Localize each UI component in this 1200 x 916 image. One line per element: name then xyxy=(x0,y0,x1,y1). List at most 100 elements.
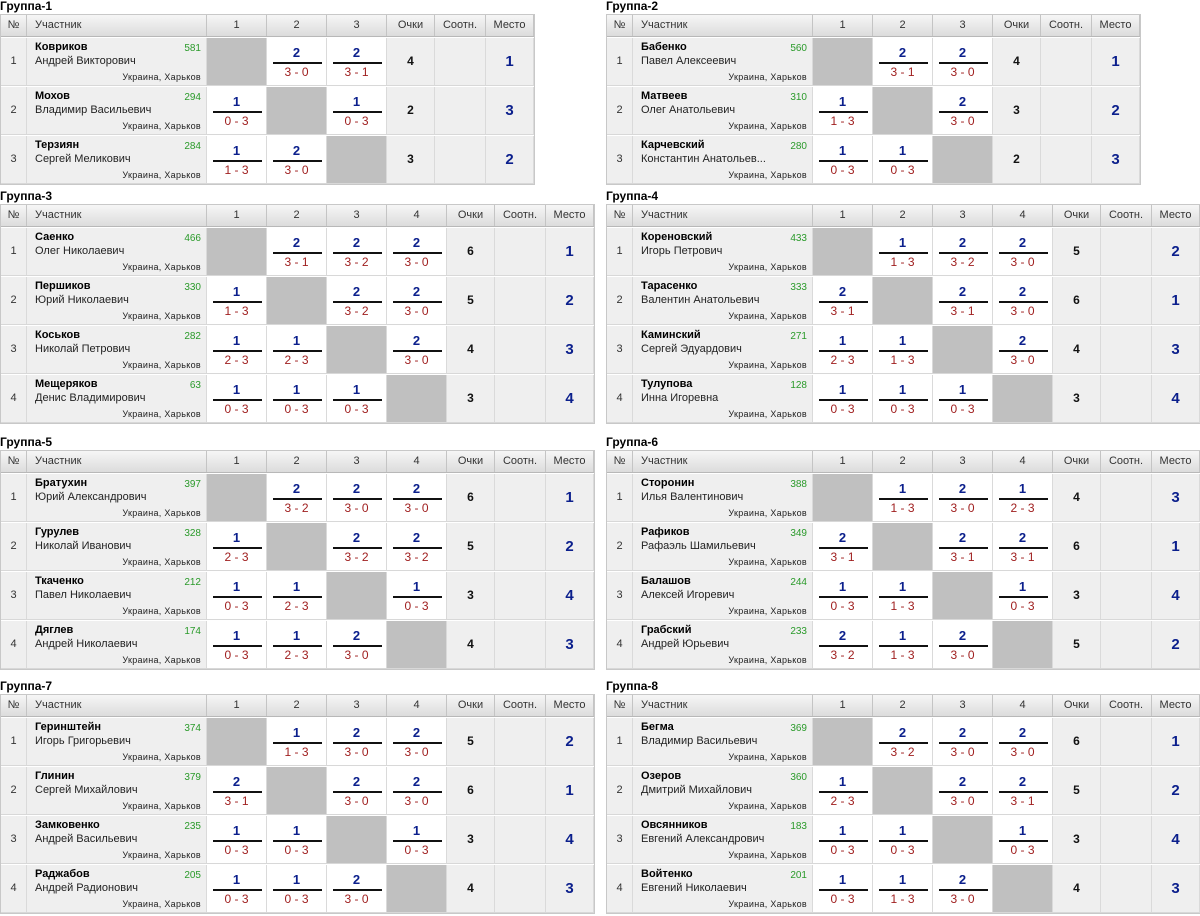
match-result[interactable]: 1 2 - 3 xyxy=(267,326,327,373)
participant-cell[interactable]: Гурулев Николай Иванович 328 Украина, Харьк… xyxy=(27,523,207,570)
match-result[interactable]: 2 3 - 0 xyxy=(387,228,447,275)
match-result[interactable]: 2 3 - 2 xyxy=(327,228,387,275)
match-result[interactable]: 2 3 - 1 xyxy=(267,228,327,275)
participant-cell[interactable]: Сторонин Илья Валентинович 388 Украина, Хар… xyxy=(633,474,813,521)
player-last-name[interactable]: Дяглев xyxy=(35,624,74,636)
match-result[interactable]: 1 0 - 3 xyxy=(813,572,873,619)
match-result[interactable]: 2 3 - 1 xyxy=(327,38,387,85)
match-result[interactable]: 1 2 - 3 xyxy=(993,474,1053,521)
participant-cell[interactable]: Войтенко Евгений Николаевич 201 Украина, Ха… xyxy=(633,865,813,912)
match-result[interactable]: 2 3 - 0 xyxy=(933,865,993,912)
match-result[interactable]: 1 2 - 3 xyxy=(267,572,327,619)
match-result[interactable]: 2 3 - 0 xyxy=(327,474,387,521)
player-last-name[interactable]: Геринштейн xyxy=(35,721,101,733)
player-last-name[interactable]: Терзиян xyxy=(35,139,80,151)
player-last-name[interactable]: Овсянников xyxy=(641,819,708,831)
participant-cell[interactable]: Замковенко Андрей Васильевич 235 Украина, Х… xyxy=(27,816,207,863)
player-last-name[interactable]: Сторонин xyxy=(641,477,695,489)
match-result[interactable]: 2 3 - 1 xyxy=(933,277,993,324)
participant-cell[interactable]: Бабенко Павел Алексеевич 560 Украина, Харьк… xyxy=(633,38,813,85)
match-result[interactable]: 2 3 - 2 xyxy=(813,621,873,668)
player-last-name[interactable]: Каминский xyxy=(641,329,701,341)
participant-cell[interactable]: Саенко Олег Николаевич 466 Украина, Харьков xyxy=(27,228,207,275)
match-result[interactable]: 2 3 - 0 xyxy=(933,767,993,814)
match-result[interactable]: 1 0 - 3 xyxy=(813,865,873,912)
match-result[interactable]: 1 0 - 3 xyxy=(207,865,267,912)
participant-cell[interactable]: Матвеев Олег Анатольевич 310 Украина, Харьк… xyxy=(633,87,813,134)
player-last-name[interactable]: Кореновский xyxy=(641,231,713,243)
match-result[interactable]: 2 3 - 1 xyxy=(993,523,1053,570)
player-last-name[interactable]: Грабский xyxy=(641,624,692,636)
participant-cell[interactable]: Ткаченко Павел Николаевич 212 Украина, Харь… xyxy=(27,572,207,619)
player-last-name[interactable]: Першиков xyxy=(35,280,91,292)
player-last-name[interactable]: Ткаченко xyxy=(35,575,84,587)
player-last-name[interactable]: Тулупова xyxy=(641,378,693,390)
match-result[interactable]: 2 3 - 0 xyxy=(993,228,1053,275)
match-result[interactable]: 1 0 - 3 xyxy=(873,136,933,183)
match-result[interactable]: 2 3 - 0 xyxy=(327,621,387,668)
match-result[interactable]: 2 3 - 0 xyxy=(933,38,993,85)
participant-cell[interactable]: Бегма Владимир Васильевич 369 Украина, Харь… xyxy=(633,718,813,765)
match-result[interactable]: 2 3 - 0 xyxy=(387,767,447,814)
player-last-name[interactable]: Бегма xyxy=(641,721,674,733)
match-result[interactable]: 2 3 - 0 xyxy=(387,277,447,324)
match-result[interactable]: 1 1 - 3 xyxy=(873,865,933,912)
player-last-name[interactable]: Балашов xyxy=(641,575,691,587)
match-result[interactable]: 2 3 - 1 xyxy=(933,523,993,570)
match-result[interactable]: 1 1 - 3 xyxy=(873,326,933,373)
match-result[interactable]: 2 3 - 0 xyxy=(933,474,993,521)
match-result[interactable]: 1 0 - 3 xyxy=(207,816,267,863)
match-result[interactable]: 1 1 - 3 xyxy=(207,136,267,183)
match-result[interactable]: 1 2 - 3 xyxy=(207,326,267,373)
match-result[interactable]: 1 0 - 3 xyxy=(327,375,387,422)
match-result[interactable]: 2 3 - 2 xyxy=(873,718,933,765)
participant-cell[interactable]: Рафиков Рафаэль Шамильевич 349 Украина, Хар… xyxy=(633,523,813,570)
match-result[interactable]: 1 0 - 3 xyxy=(873,375,933,422)
participant-cell[interactable]: Тулупова Инна Игоревна 128 Украина, Харьков xyxy=(633,375,813,422)
match-result[interactable]: 1 0 - 3 xyxy=(267,816,327,863)
participant-cell[interactable]: Першиков Юрий Николаевич 330 Украина, Харьк… xyxy=(27,277,207,324)
player-last-name[interactable]: Коськов xyxy=(35,329,81,341)
match-result[interactable]: 2 3 - 0 xyxy=(387,474,447,521)
match-result[interactable]: 1 0 - 3 xyxy=(813,375,873,422)
participant-cell[interactable]: Озеров Дмитрий Михайлович 360 Украина, Харь… xyxy=(633,767,813,814)
player-last-name[interactable]: Мохов xyxy=(35,90,70,102)
match-result[interactable]: 2 3 - 2 xyxy=(387,523,447,570)
participant-cell[interactable]: Балашов Алексей Игоревич 244 Украина, Харьк… xyxy=(633,572,813,619)
match-result[interactable]: 2 3 - 0 xyxy=(993,326,1053,373)
participant-cell[interactable]: Дяглев Андрей Николаевич 174 Украина, Харьк… xyxy=(27,621,207,668)
match-result[interactable]: 1 2 - 3 xyxy=(813,326,873,373)
match-result[interactable]: 1 0 - 3 xyxy=(387,572,447,619)
player-last-name[interactable]: Ковриков xyxy=(35,41,88,53)
match-result[interactable]: 1 0 - 3 xyxy=(207,375,267,422)
match-result[interactable]: 2 3 - 1 xyxy=(207,767,267,814)
match-result[interactable]: 1 0 - 3 xyxy=(207,621,267,668)
participant-cell[interactable]: Глинин Сергей Михайлович 379 Украина, Харьк… xyxy=(27,767,207,814)
match-result[interactable]: 1 0 - 3 xyxy=(993,572,1053,619)
participant-cell[interactable]: Коськов Николай Петрович 282 Украина, Харьк… xyxy=(27,326,207,373)
player-last-name[interactable]: Рафиков xyxy=(641,526,690,538)
match-result[interactable]: 1 0 - 3 xyxy=(207,572,267,619)
match-result[interactable]: 1 0 - 3 xyxy=(327,87,387,134)
match-result[interactable]: 2 3 - 2 xyxy=(327,523,387,570)
match-result[interactable]: 2 3 - 2 xyxy=(267,474,327,521)
match-result[interactable]: 1 0 - 3 xyxy=(933,375,993,422)
match-result[interactable]: 2 3 - 1 xyxy=(813,523,873,570)
match-result[interactable]: 2 3 - 0 xyxy=(327,865,387,912)
match-result[interactable]: 2 3 - 1 xyxy=(873,38,933,85)
match-result[interactable]: 1 1 - 3 xyxy=(873,474,933,521)
player-last-name[interactable]: Войтенко xyxy=(641,868,693,880)
participant-cell[interactable]: Каминский Сергей Эдуардович 271 Украина, Ха… xyxy=(633,326,813,373)
player-last-name[interactable]: Озеров xyxy=(641,770,682,782)
player-last-name[interactable]: Глинин xyxy=(35,770,75,782)
participant-cell[interactable]: Братухин Юрий Александрович 397 Украина, Ха… xyxy=(27,474,207,521)
match-result[interactable]: 2 3 - 1 xyxy=(813,277,873,324)
participant-cell[interactable]: Овсянников Евгений Александрович 183 Украин… xyxy=(633,816,813,863)
match-result[interactable]: 1 0 - 3 xyxy=(267,865,327,912)
match-result[interactable]: 1 0 - 3 xyxy=(813,136,873,183)
player-last-name[interactable]: Гурулев xyxy=(35,526,80,538)
match-result[interactable]: 1 0 - 3 xyxy=(387,816,447,863)
match-result[interactable]: 2 3 - 0 xyxy=(267,136,327,183)
match-result[interactable]: 1 1 - 3 xyxy=(813,87,873,134)
player-last-name[interactable]: Мещеряков xyxy=(35,378,98,390)
